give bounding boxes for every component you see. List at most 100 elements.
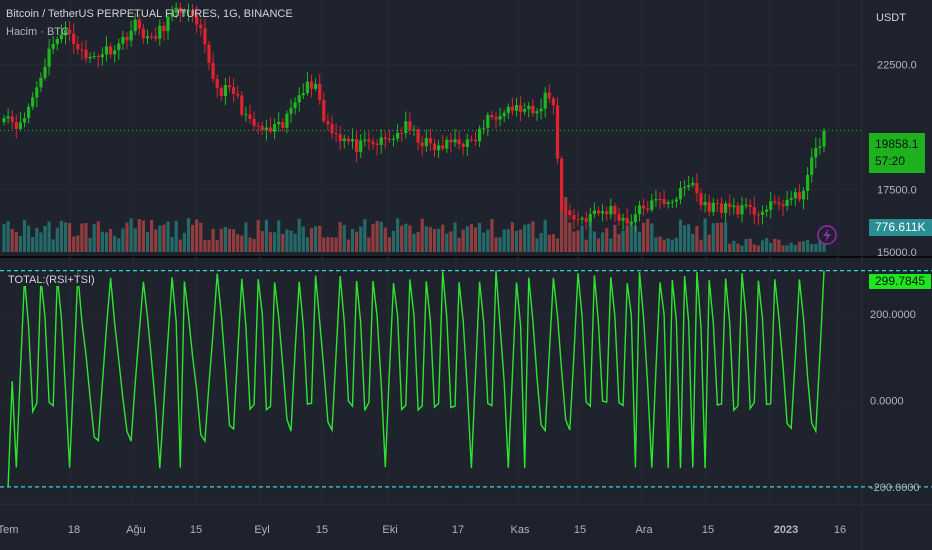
volume-bar: [375, 220, 379, 252]
candle-body: [785, 199, 789, 206]
volume-bar: [404, 223, 408, 252]
volume-bar: [654, 237, 658, 252]
volume-bar: [531, 221, 535, 252]
candle-body: [789, 198, 793, 200]
volume-bar: [752, 244, 756, 252]
volume-bar: [2, 224, 6, 252]
candle-body: [338, 134, 342, 142]
candle-body: [691, 182, 695, 185]
candle-body: [457, 139, 461, 145]
volume-bar: [244, 222, 248, 252]
candle-body: [510, 106, 514, 111]
candle-body: [428, 138, 432, 144]
volume-bar: [391, 230, 396, 252]
candle-body: [174, 7, 178, 13]
candle-body: [63, 29, 68, 35]
last-price: 19858.1: [875, 137, 919, 151]
candle-body: [256, 125, 260, 127]
volume-bar: [84, 222, 88, 252]
candle-body: [141, 28, 145, 39]
volume-bar: [527, 223, 531, 252]
volume-bar: [379, 221, 383, 252]
volume-bar: [510, 222, 514, 252]
candle-body: [281, 122, 285, 128]
volume-bar: [818, 240, 822, 252]
candle-body: [523, 109, 527, 112]
volume-bar: [334, 237, 338, 252]
candle-body: [494, 117, 498, 120]
volume-bar: [285, 229, 289, 252]
time-tick-label: Eyl: [254, 524, 269, 536]
volume-bar: [314, 226, 318, 252]
candle-body: [117, 43, 121, 51]
candle-body: [412, 129, 416, 131]
candle-body: [363, 139, 367, 141]
candle-body: [129, 30, 133, 41]
candle-body: [215, 78, 219, 89]
candle-body: [486, 114, 490, 128]
candle-body: [355, 139, 359, 153]
candle-body: [572, 215, 576, 220]
candle-body: [318, 83, 322, 101]
volume-bar: [18, 235, 22, 252]
candle-body: [166, 16, 170, 32]
volume-bar: [793, 244, 797, 252]
candle-body: [482, 127, 486, 129]
volume-bar: [465, 226, 469, 252]
volume-bar: [773, 238, 777, 252]
candle-body: [145, 36, 150, 39]
volume-bar: [141, 220, 145, 252]
candle-body: [506, 106, 510, 113]
volume-bar: [408, 225, 412, 252]
time-tick-label: 15: [702, 524, 714, 536]
candle-body: [621, 217, 625, 221]
candle-body: [576, 219, 580, 221]
volume-bar: [715, 222, 719, 252]
volume-bar: [273, 232, 277, 252]
candle-body: [781, 204, 785, 206]
candle-body: [322, 100, 326, 122]
candle-body: [535, 111, 539, 114]
candle-body: [724, 203, 728, 214]
volume-bar: [457, 237, 461, 252]
candle-body: [588, 214, 592, 222]
candle-body: [609, 206, 613, 215]
time-tick-label: 16: [834, 524, 846, 536]
candle-body: [100, 54, 104, 58]
volume-bar: [592, 231, 596, 252]
volume-bar: [330, 237, 334, 252]
volume-bar: [519, 229, 523, 252]
candle-body: [154, 36, 158, 39]
candle-body: [55, 39, 59, 44]
time-tick-label: 17: [452, 524, 464, 536]
volume-bar: [301, 226, 305, 252]
candle-body: [748, 204, 752, 208]
volume-bar: [699, 239, 703, 252]
volume-bar: [670, 239, 674, 252]
volume-bar: [76, 235, 80, 252]
candle-body: [334, 133, 338, 135]
candle-body: [96, 56, 100, 58]
candle-body: [199, 24, 203, 29]
time-tick-label: 15: [316, 524, 328, 536]
volume-bar: [478, 222, 482, 252]
candle-body: [752, 207, 756, 215]
volume-bar: [445, 233, 449, 252]
volume-bar: [195, 219, 199, 252]
candle-body: [490, 114, 494, 118]
volume-bar: [642, 222, 646, 252]
candle-body: [219, 88, 223, 97]
volume-bar: [338, 222, 342, 252]
volume-bar: [309, 227, 314, 252]
volume-badge: 776.611K: [869, 219, 932, 236]
candle-body: [207, 44, 211, 63]
volume-bar: [117, 238, 121, 252]
candle-body: [822, 130, 826, 147]
candle-body: [703, 202, 707, 206]
volume-bar: [424, 226, 428, 252]
candle-body: [211, 62, 215, 79]
candle-body: [674, 199, 678, 202]
volume-bar: [174, 220, 178, 252]
volume-bar: [47, 221, 51, 252]
candle-body: [683, 187, 687, 189]
